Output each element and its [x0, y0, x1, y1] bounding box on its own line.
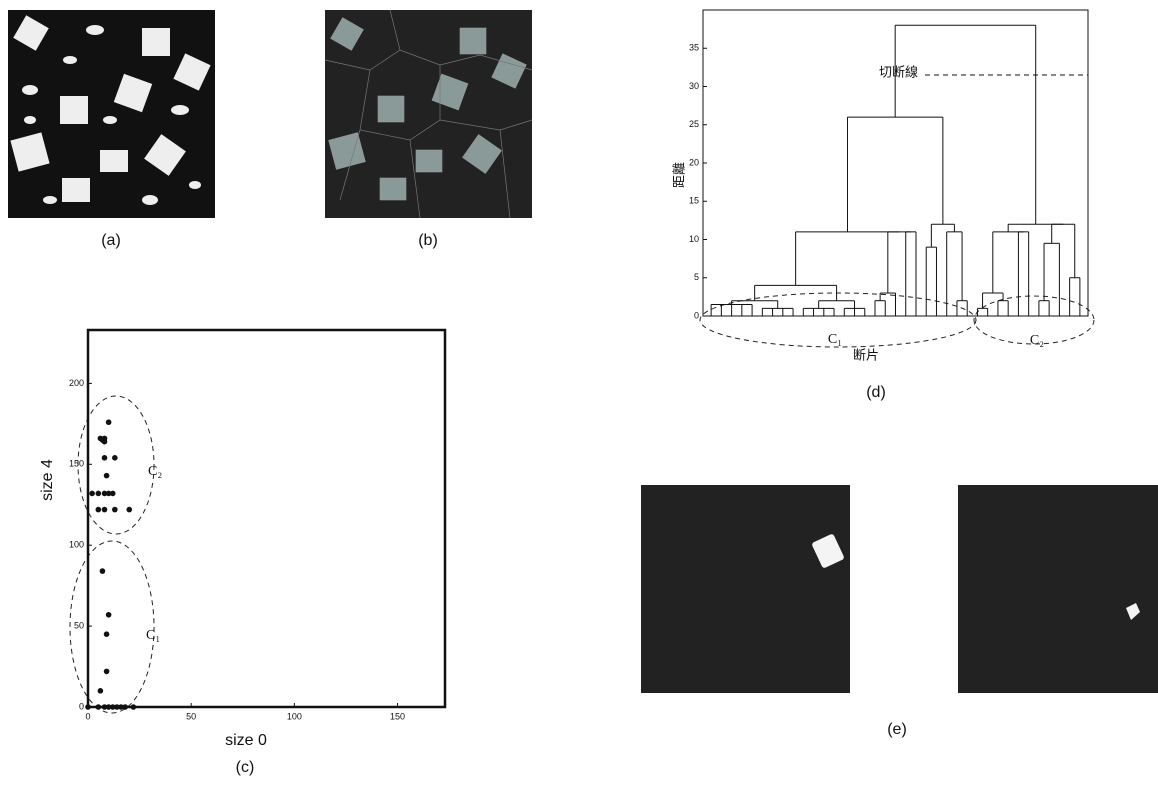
image-b: [325, 10, 532, 218]
x-tick-label: 0: [85, 711, 90, 721]
point: [96, 704, 102, 710]
y-tick-label: 0: [694, 310, 699, 320]
x-tick-label: 150: [390, 711, 405, 721]
y-axis-label: size 4: [39, 459, 56, 501]
y-tick-label: 30: [689, 81, 699, 91]
y-tick-label: 5: [694, 272, 699, 282]
point: [102, 507, 108, 513]
caption: (e): [887, 721, 907, 738]
cut-line-label: 切断線: [879, 64, 918, 79]
y-tick-label: 200: [69, 378, 84, 388]
caption: (a): [101, 232, 121, 249]
point: [102, 455, 108, 461]
point: [96, 507, 102, 513]
point: [122, 704, 128, 710]
plot-frame: [88, 330, 445, 707]
point: [98, 688, 104, 694]
x-tick-label: 50: [186, 711, 196, 721]
y-tick-label: 0: [79, 701, 84, 711]
point: [106, 612, 112, 618]
image-e: [641, 485, 1158, 693]
annotation: C₁: [146, 628, 160, 643]
figure: (a) (b) (e) 050100150050100150200size 0s…: [0, 0, 1158, 780]
point: [112, 455, 118, 461]
point: [104, 473, 110, 479]
x-axis-label: 断片: [853, 347, 879, 362]
x-tick-label: 100: [287, 711, 302, 721]
point: [102, 439, 108, 445]
y-tick-label: 100: [69, 540, 84, 550]
point: [112, 507, 118, 513]
point: [96, 491, 102, 497]
y-tick-label: 15: [689, 196, 699, 206]
caption: (d): [866, 384, 886, 401]
y-tick-label: 25: [689, 119, 699, 129]
y-tick-label: 50: [74, 620, 84, 630]
point: [89, 491, 95, 497]
caption: (b): [418, 232, 438, 249]
point: [110, 491, 116, 497]
point: [104, 631, 110, 637]
annotation: C₂: [148, 464, 162, 479]
point: [85, 704, 91, 710]
cluster-outline: [70, 293, 1094, 713]
y-tick-label: 20: [689, 157, 699, 167]
y-tick-label: 10: [689, 234, 699, 244]
point: [100, 568, 106, 574]
annotation: C₁: [828, 332, 842, 347]
point: [106, 419, 112, 425]
caption: (c): [236, 759, 255, 776]
y-tick-label: 150: [69, 459, 84, 469]
point: [126, 507, 132, 513]
annotation: C₂: [1030, 333, 1044, 348]
x-axis-label: size 0: [225, 732, 267, 749]
y-tick-label: 35: [689, 43, 699, 53]
point: [131, 704, 137, 710]
image-a: [8, 10, 215, 218]
y-axis-label: 距離: [671, 162, 686, 188]
point: [104, 669, 110, 675]
